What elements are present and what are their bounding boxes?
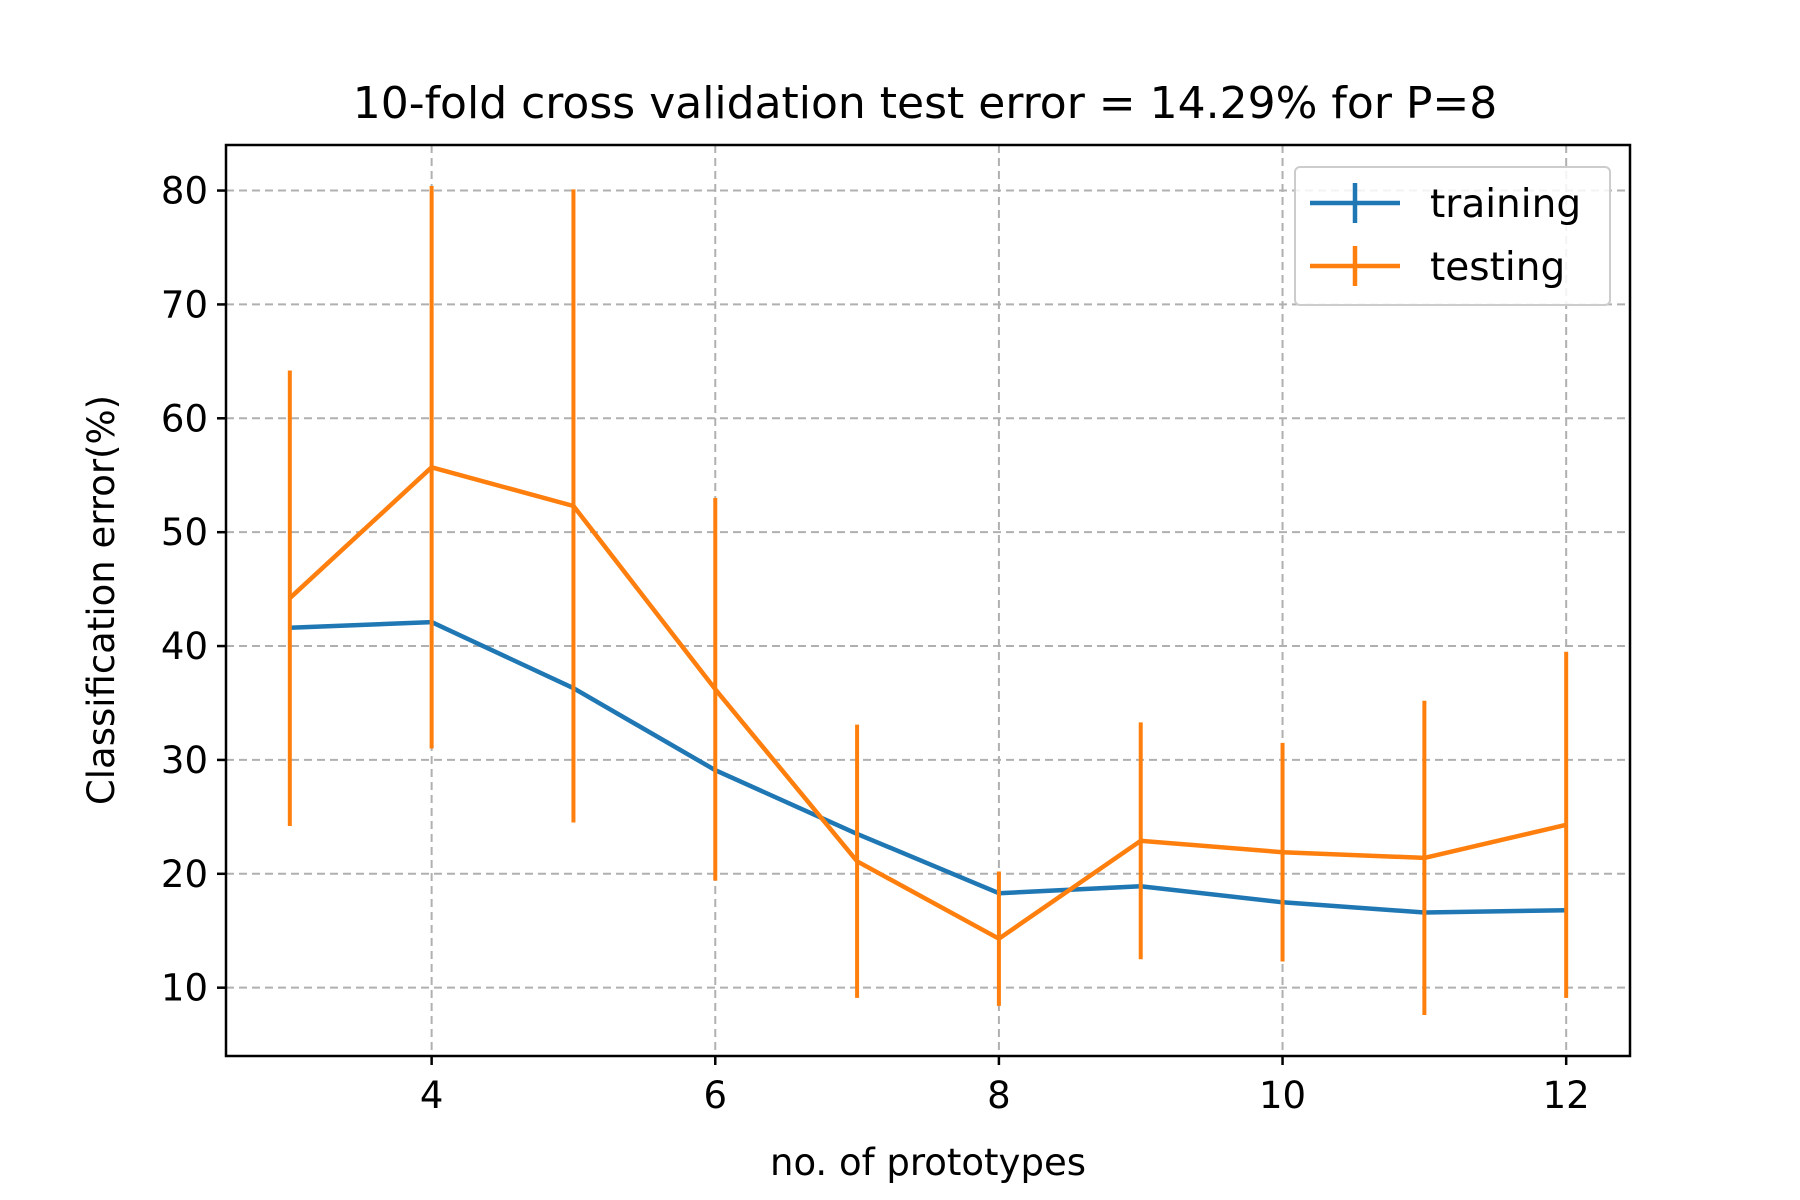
y-tick-label: 10 xyxy=(161,967,208,1010)
x-axis-label: no. of prototypes xyxy=(770,1141,1086,1184)
testing-point xyxy=(714,688,716,690)
testing-point xyxy=(431,466,433,468)
testing-point xyxy=(572,505,574,507)
training-line xyxy=(289,619,1567,915)
y-tick-label: 60 xyxy=(161,397,208,440)
testing-line xyxy=(288,465,1567,941)
testing-point xyxy=(1282,851,1284,853)
legend-label: testing xyxy=(1430,245,1565,290)
legend: training testing xyxy=(1294,166,1611,306)
y-tick-label: 30 xyxy=(161,739,208,782)
x-tick-label: 4 xyxy=(420,1074,444,1117)
chart-title: 10-fold cross validation test error = 14… xyxy=(353,78,1498,129)
y-tick-label: 50 xyxy=(161,511,208,554)
axis-ticks: 4 6 8 10 12 10 20 30 40 50 60 70 80 xyxy=(161,170,1590,1117)
x-tick-label: 10 xyxy=(1259,1074,1306,1117)
plot-area xyxy=(287,185,1569,1016)
legend-item-training: training xyxy=(1310,182,1581,227)
series-testing xyxy=(287,185,1569,1016)
testing-point xyxy=(1423,857,1425,859)
testing-point xyxy=(289,597,291,599)
axes-frame xyxy=(224,143,1632,1058)
legend-item-testing: testing xyxy=(1310,245,1565,290)
testing-point xyxy=(998,938,1000,940)
y-axis-label: Classification error(%) xyxy=(80,395,123,805)
y-tick-label: 80 xyxy=(161,170,208,213)
y-tick-label: 70 xyxy=(161,283,208,326)
y-tick-label: 20 xyxy=(161,853,208,896)
x-tick-label: 12 xyxy=(1543,1074,1590,1117)
y-tick-label: 40 xyxy=(161,625,208,668)
testing-point xyxy=(1140,840,1142,842)
testing-point xyxy=(856,860,858,862)
legend-label: training xyxy=(1430,182,1581,227)
testing-point xyxy=(1565,824,1567,826)
x-tick-label: 6 xyxy=(703,1074,727,1117)
x-tick-label: 8 xyxy=(987,1074,1011,1117)
